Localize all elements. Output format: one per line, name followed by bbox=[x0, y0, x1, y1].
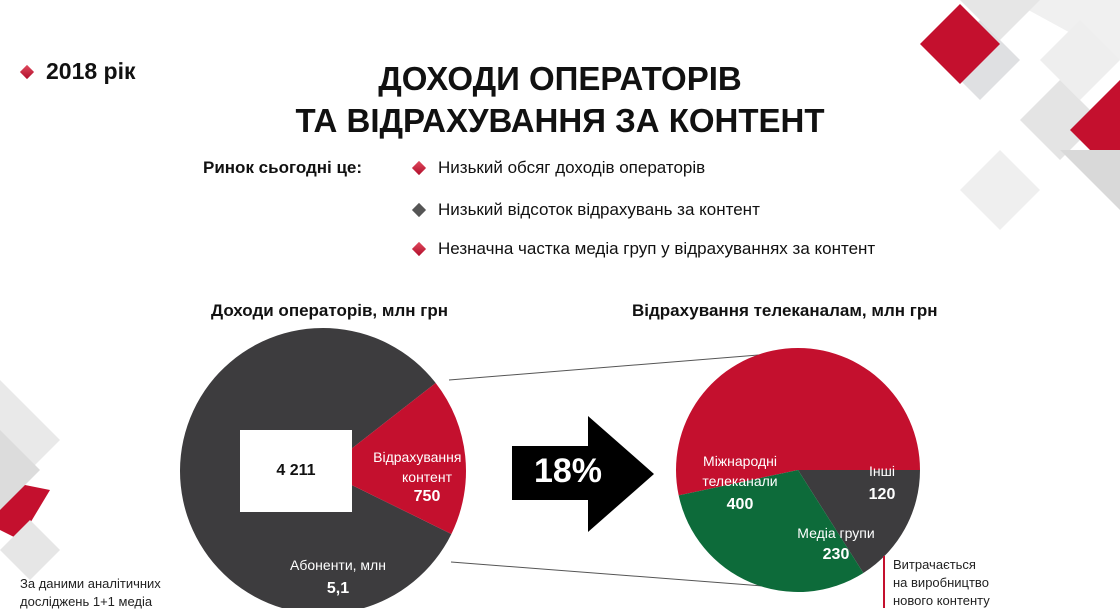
page-title-line1: ДОХОДИ ОПЕРАТОРІВ bbox=[378, 60, 742, 97]
note-line: Витрачається bbox=[893, 557, 976, 572]
side-note: Витрачається на виробництво нового конте… bbox=[893, 556, 990, 610]
chart-title-operators: Доходи операторів, млн грн bbox=[211, 301, 448, 320]
page-title-line2: ТА ВІДРАХУВАННЯ ЗА КОНТЕНТ bbox=[295, 102, 825, 139]
market-bullet-text: Незначна частка медіа груп у відрахуванн… bbox=[438, 239, 876, 258]
total-box: 4 211 bbox=[240, 430, 352, 512]
market-bullet-2: Низький відсоток відрахувань за контент bbox=[411, 200, 760, 220]
slice-value: 120 bbox=[868, 486, 896, 503]
label-subscribers: Абоненти, млн 5,1 bbox=[278, 555, 398, 599]
slice-label-text: Інші bbox=[869, 463, 895, 479]
market-bullet-text: Низький обсяг доходів операторів bbox=[438, 158, 706, 177]
label-others: Інші 120 bbox=[852, 461, 912, 505]
slice-label-text: Міжнародні телеканали bbox=[702, 453, 778, 489]
label-content-deductions: Відрахування на контент 750 bbox=[372, 447, 482, 507]
footnote-line: досліджень 1+1 медіа bbox=[20, 594, 153, 609]
note-line: нового контенту bbox=[893, 593, 990, 608]
slice-value: 230 bbox=[822, 546, 850, 563]
slice-value: 750 bbox=[413, 488, 441, 505]
market-bullet-3: Незначна частка медіа груп у відрахуванн… bbox=[411, 239, 876, 259]
market-label: Ринок сьогодні це: bbox=[203, 158, 363, 177]
label-media-groups: Медіа групи 230 bbox=[786, 523, 886, 565]
pie-slice-content-deductions bbox=[323, 382, 466, 534]
total-value: 4 211 bbox=[276, 462, 316, 479]
slice-label-text: Відрахування на контент bbox=[373, 449, 481, 485]
pie-slice-media-groups bbox=[678, 470, 864, 592]
connector-line-top bbox=[448, 351, 796, 381]
pie-slice-international bbox=[676, 347, 920, 496]
connector-line-bottom bbox=[450, 561, 816, 591]
slice-label-text: Медіа групи bbox=[797, 525, 875, 541]
slice-label-text: Абоненти, млн bbox=[290, 557, 386, 573]
year-label: 2018 рік bbox=[19, 58, 136, 85]
slice-value: 400 bbox=[726, 496, 754, 513]
note-line: на виробництво bbox=[893, 575, 989, 590]
slice-value: 5,1 bbox=[326, 580, 350, 597]
footnote: За даними аналітичних досліджень 1+1 мед… bbox=[20, 575, 161, 611]
market-bullet-1: Низький обсяг доходів операторів bbox=[411, 158, 706, 178]
footnote-line: За даними аналітичних bbox=[20, 576, 161, 591]
year-text: 2018 рік bbox=[46, 58, 136, 84]
market-bullet-text: Низький відсоток відрахувань за контент bbox=[438, 200, 760, 219]
pie-slice-others bbox=[798, 470, 920, 574]
chart-title-channels: Відрахування телеканалам, млн грн bbox=[632, 301, 938, 320]
arrow-shape-icon bbox=[512, 416, 654, 532]
arrow-percentage: 18% bbox=[533, 452, 603, 490]
label-international: Міжнародні телеканали 400 bbox=[690, 451, 790, 515]
